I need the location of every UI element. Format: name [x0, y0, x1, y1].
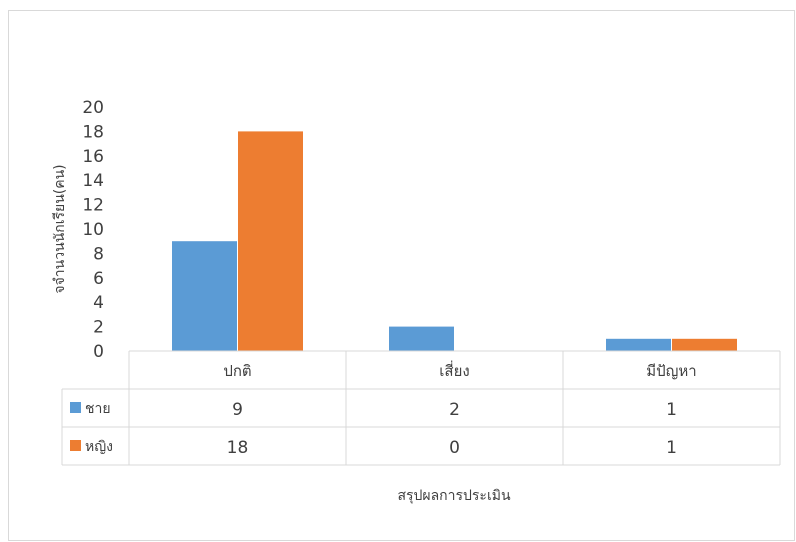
- y-tick-label: 10: [82, 220, 104, 240]
- table-cell-value: 18: [227, 438, 249, 458]
- legend-label: หญิง: [85, 439, 113, 455]
- y-tick-label: 0: [93, 342, 104, 362]
- y-tick-label: 2: [93, 318, 104, 338]
- y-tick-label: 6: [93, 269, 104, 289]
- y-tick-label: 14: [82, 171, 104, 191]
- x-axis-title: สรุปผลการประเมิน: [397, 488, 511, 504]
- bar: [606, 338, 671, 351]
- category-label: ปกติ: [223, 362, 251, 380]
- table-cell-value: 1: [666, 400, 677, 420]
- y-tick-label: 20: [82, 98, 104, 118]
- legend-swatch: [70, 402, 81, 413]
- chart-frame: [8, 10, 795, 541]
- bar: [389, 326, 454, 351]
- table-cell-value: 2: [449, 400, 460, 420]
- table-cell-value: 1: [666, 438, 677, 458]
- category-label: เสี่ยง: [439, 360, 469, 380]
- table-cell-value: 0: [449, 438, 460, 458]
- y-tick-label: 12: [82, 196, 104, 216]
- bars: [172, 131, 737, 351]
- y-tick-label: 8: [93, 244, 104, 264]
- y-axis-ticks: 0 2 4 6 8 10 12 14 16 18 20: [82, 98, 104, 362]
- y-tick-label: 18: [82, 122, 104, 142]
- bar: [672, 338, 737, 351]
- y-tick-label: 16: [82, 147, 104, 167]
- bar: [238, 131, 303, 351]
- y-tick-label: 4: [93, 293, 104, 313]
- category-label: มีปัญหา: [646, 362, 697, 380]
- y-axis-title: จจำนวนนักเรียน(คน): [52, 164, 68, 293]
- legend-swatch: [70, 440, 81, 451]
- bar: [172, 241, 237, 351]
- legend-label: ชาย: [85, 401, 111, 417]
- table-cell-value: 9: [232, 400, 243, 420]
